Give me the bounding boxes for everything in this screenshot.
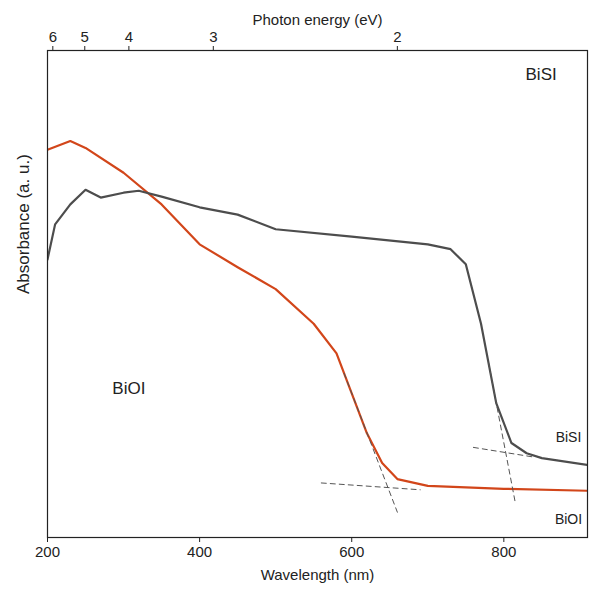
svg-text:3: 3	[209, 28, 217, 45]
svg-text:6: 6	[49, 28, 57, 45]
svg-text:600: 600	[339, 543, 364, 560]
svg-text:Wavelength (nm): Wavelength (nm)	[261, 566, 375, 583]
svg-text:BiOI: BiOI	[555, 511, 582, 527]
svg-text:200: 200	[35, 543, 60, 560]
svg-text:BiSI: BiSI	[556, 429, 582, 445]
svg-text:5: 5	[81, 28, 89, 45]
svg-text:4: 4	[125, 28, 133, 45]
svg-text:800: 800	[491, 543, 516, 560]
svg-text:Absorbance (a. u.): Absorbance (a. u.)	[14, 154, 33, 294]
svg-text:2: 2	[393, 28, 401, 45]
svg-text:400: 400	[187, 543, 212, 560]
svg-text:Photon energy (eV): Photon energy (eV)	[252, 11, 382, 28]
svg-text:BiSI: BiSI	[526, 65, 557, 84]
svg-text:BiOI: BiOI	[112, 379, 145, 398]
